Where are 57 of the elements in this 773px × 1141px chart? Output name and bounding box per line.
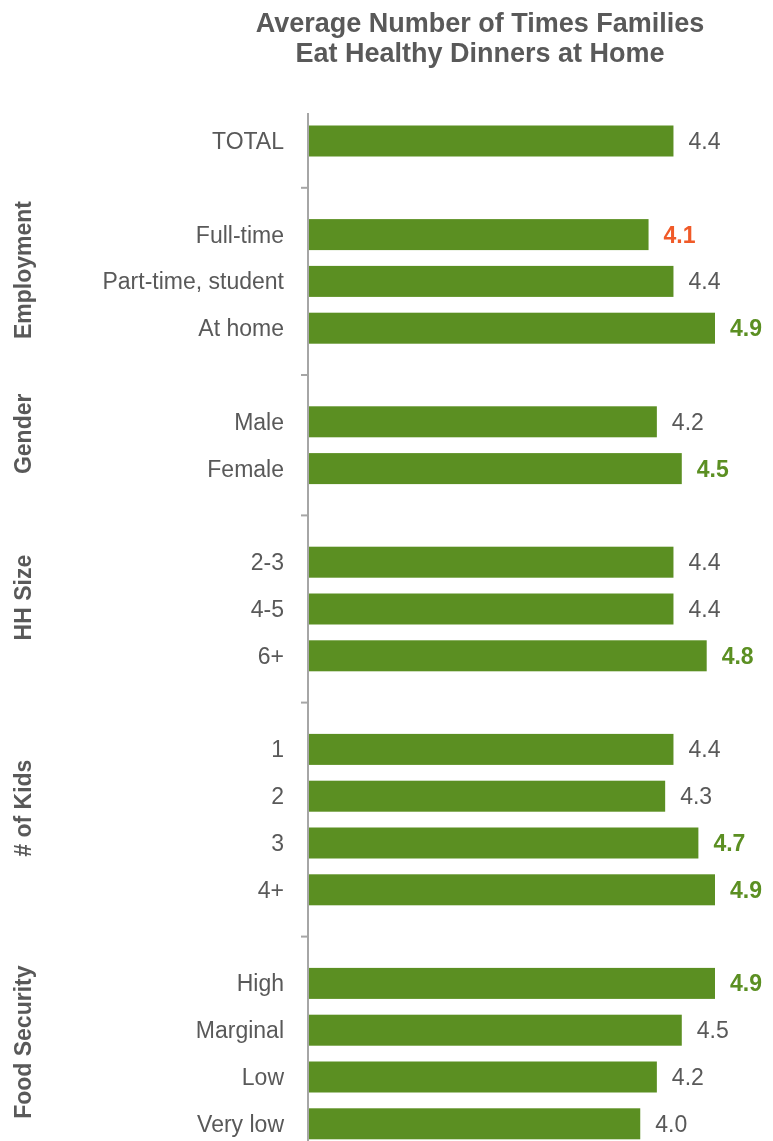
y-tick-label: TOTAL	[212, 128, 285, 155]
data-label: 4.5	[696, 1017, 729, 1044]
text: Employment	[10, 200, 36, 340]
bar	[308, 546, 674, 578]
bar	[308, 780, 666, 812]
y-tick-label: Marginal	[195, 1017, 284, 1044]
data-label: 4.4	[688, 128, 721, 155]
y-tick-label: High	[236, 970, 284, 997]
text: Gender	[10, 393, 36, 475]
data-label: 4.2	[671, 1064, 704, 1091]
y-tick-label: Male	[234, 408, 284, 435]
y-tick-label: Part-time, student	[102, 268, 285, 295]
text: HH Size	[10, 554, 36, 641]
data-label: 4.7	[713, 830, 746, 857]
bar	[308, 453, 682, 485]
bar	[308, 967, 715, 999]
data-label: 4.0	[655, 1110, 688, 1137]
data-label: 4.9	[730, 876, 762, 903]
bar	[308, 733, 674, 765]
bar	[308, 219, 649, 251]
data-label: 4.9	[730, 315, 762, 342]
bar	[308, 827, 699, 859]
bar	[308, 312, 715, 344]
y-tick-label: 2	[271, 783, 284, 810]
data-label: 4.5	[696, 455, 729, 482]
y-tick-label: 6+	[257, 642, 284, 669]
data-label: 4.4	[688, 736, 721, 763]
data-label: 4.8	[721, 642, 754, 669]
text: Food Security	[10, 965, 36, 1119]
chart-title: Average Number of Times Families Eat Healthy Dinners at Home	[255, 8, 705, 68]
y-tick-label: 3	[271, 830, 284, 857]
y-tick-label: Low	[241, 1064, 285, 1091]
y-tick-label: Full-time	[195, 221, 284, 248]
y-tick-label: 2-3	[250, 549, 284, 576]
y-tick-label: 4+	[257, 876, 284, 903]
data-label: 4.1	[663, 221, 696, 248]
bar	[308, 1061, 657, 1093]
y-tick-label: Female	[207, 455, 284, 482]
bar	[308, 125, 674, 157]
text: # of Kids	[10, 759, 36, 857]
data-label: 4.3	[680, 783, 713, 810]
data-label: 4.2	[671, 408, 704, 435]
bar	[308, 265, 674, 297]
y-tick-label: Very low	[197, 1110, 285, 1137]
y-tick-label: At home	[198, 315, 284, 342]
bar	[308, 640, 707, 672]
data-label: 4.9	[730, 970, 762, 997]
bar	[308, 1108, 641, 1140]
bar	[308, 874, 715, 906]
bar	[308, 593, 674, 625]
y-tick-label: 1	[271, 736, 284, 763]
data-label: 4.4	[688, 596, 721, 623]
y-tick-label: 4-5	[250, 596, 284, 623]
bar	[308, 1014, 682, 1046]
data-label: 4.4	[688, 549, 721, 576]
data-label: 4.4	[688, 268, 721, 295]
bar	[308, 406, 657, 438]
